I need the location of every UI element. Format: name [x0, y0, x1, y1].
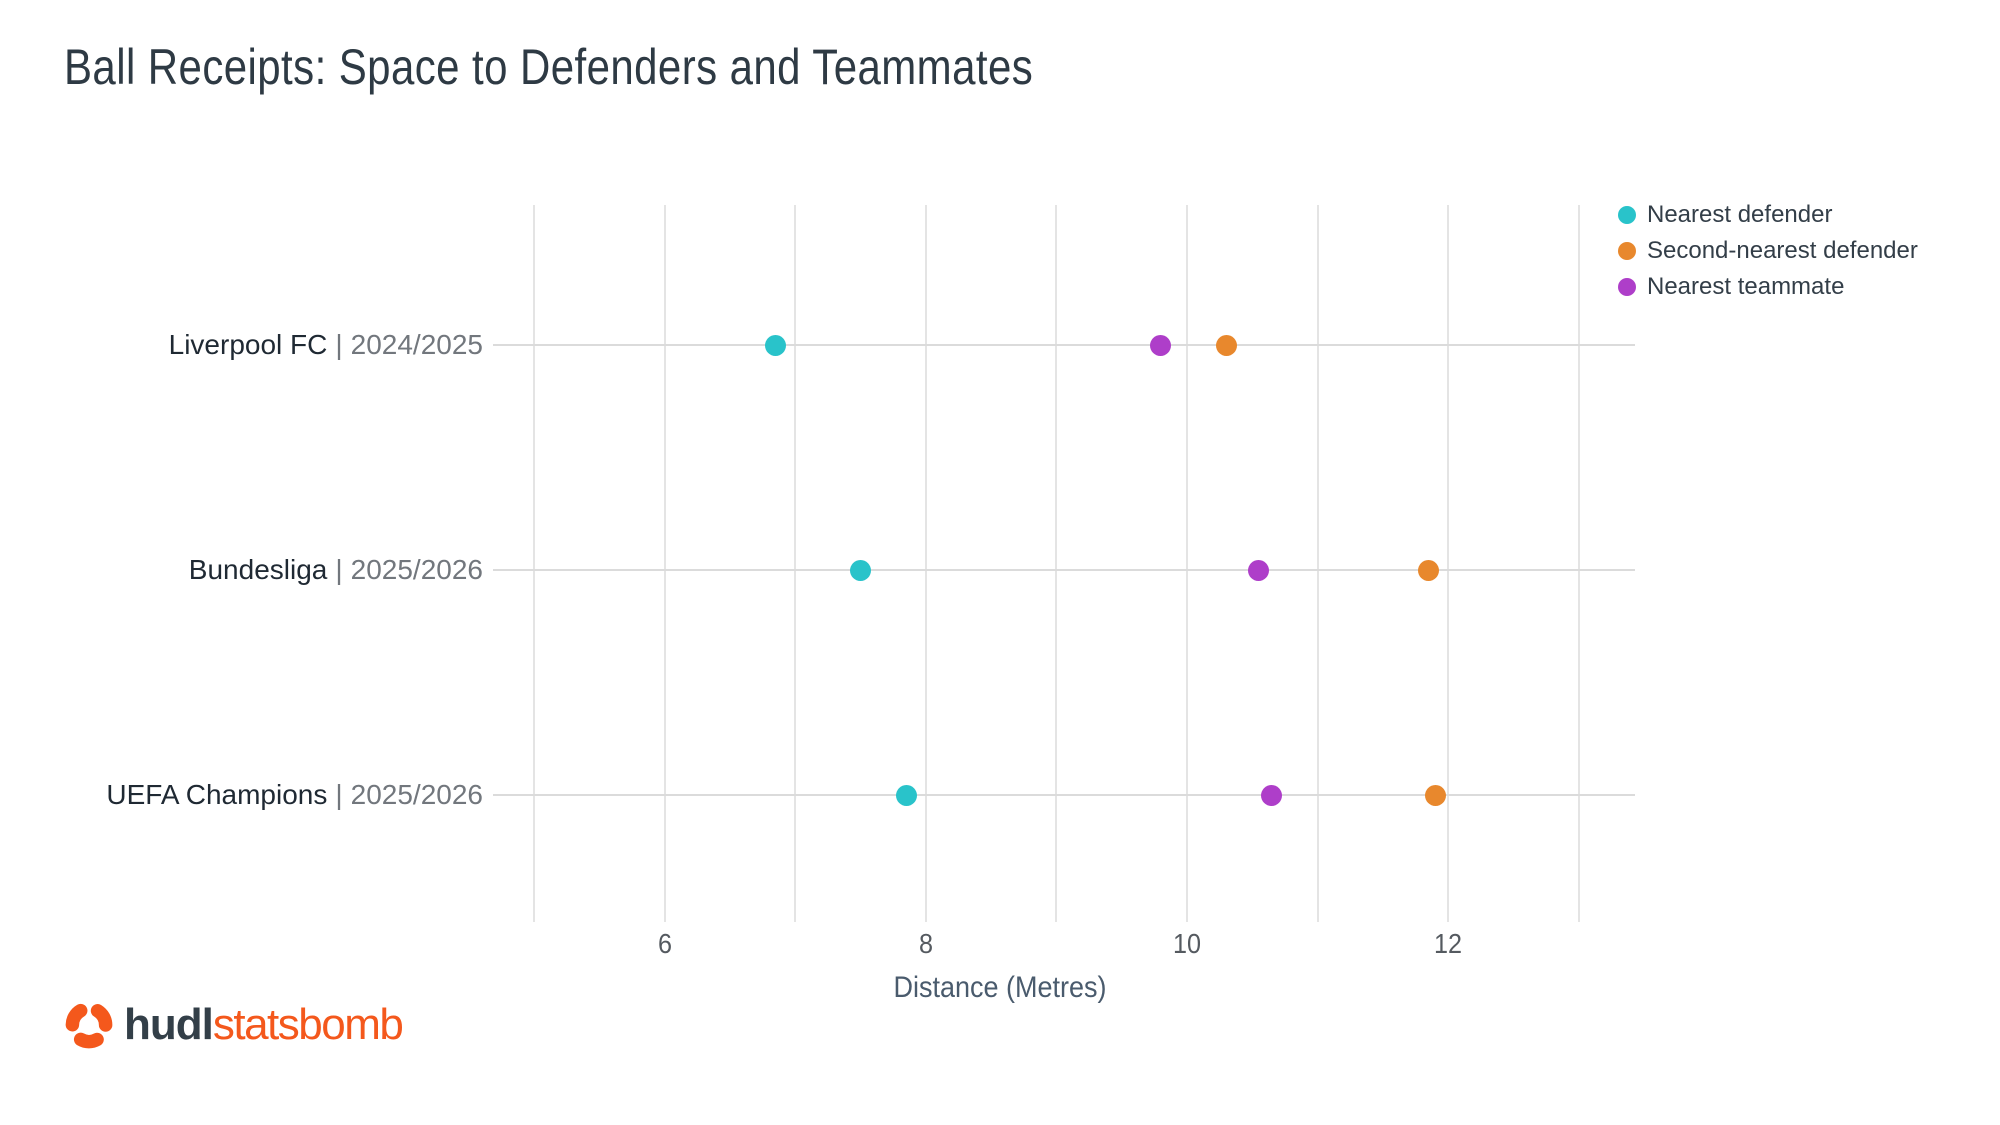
x-gridline [533, 205, 535, 922]
legend-item: Nearest teammate [1618, 269, 1918, 305]
x-tick-label: 12 [1434, 928, 1463, 959]
category-label: Liverpool FC | 2024/2025 [169, 324, 483, 366]
data-point-nearest-teammate [1248, 559, 1270, 581]
legend-item: Nearest defender [1618, 197, 1918, 233]
category-line [493, 794, 1635, 796]
brand-logo: hudl statsbomb [62, 998, 404, 1052]
legend-label: Second-nearest defender [1647, 237, 1918, 264]
legend-swatch-icon [1618, 206, 1636, 224]
legend-label: Nearest defender [1647, 201, 1833, 228]
category-name: UEFA Champions [106, 779, 328, 810]
data-point-nearest-defender [895, 784, 917, 806]
category-line [493, 344, 1635, 346]
chart-title: Ball Receipts: Space to Defenders and Te… [64, 39, 1034, 95]
brand-hudl-text: hudl [124, 1000, 214, 1049]
x-gridline [663, 205, 666, 922]
x-gridline [1316, 205, 1319, 922]
data-point-second-nearest-defender [1215, 334, 1237, 356]
category-divider: | [335, 779, 343, 810]
legend: Nearest defender Second-nearest defender N… [1618, 197, 1918, 305]
category-season: 2025/2026 [350, 779, 483, 810]
category-label: UEFA Champions | 2025/2026 [106, 774, 483, 816]
legend-swatch-icon [1618, 242, 1636, 260]
category-divider: | [335, 329, 343, 360]
x-gridline [1055, 205, 1058, 922]
data-point-nearest-defender [765, 334, 787, 356]
x-tick-label: 8 [918, 928, 933, 959]
data-point-second-nearest-defender [1418, 559, 1440, 581]
x-gridline [1577, 205, 1580, 922]
x-tick-label: 6 [657, 928, 672, 959]
data-point-nearest-teammate [1150, 334, 1172, 356]
data-point-second-nearest-defender [1424, 784, 1446, 806]
x-gridline [794, 205, 797, 922]
category-season: 2025/2026 [350, 554, 483, 585]
data-point-nearest-defender [850, 559, 871, 581]
category-name: Liverpool FC [168, 329, 328, 360]
category-line [493, 569, 1635, 571]
category-divider: | [335, 554, 343, 585]
legend-label: Nearest teammate [1647, 273, 1845, 300]
hudl-swirl-icon [65, 1003, 113, 1049]
brand-statsbomb-text: statsbomb [212, 1000, 404, 1049]
x-axis-title: Distance (Metres) [893, 971, 1107, 1004]
category-name: Bundesliga [188, 554, 328, 585]
data-point-nearest-teammate [1261, 784, 1283, 806]
category-label: Bundesliga | 2025/2026 [189, 549, 483, 591]
category-season: 2024/2025 [350, 329, 483, 360]
x-gridline [1186, 205, 1188, 922]
legend-swatch-icon [1618, 278, 1636, 296]
x-tick-label: 10 [1172, 928, 1202, 959]
x-gridline [1447, 205, 1450, 922]
legend-item: Second-nearest defender [1618, 233, 1918, 269]
x-gridline [924, 205, 927, 922]
